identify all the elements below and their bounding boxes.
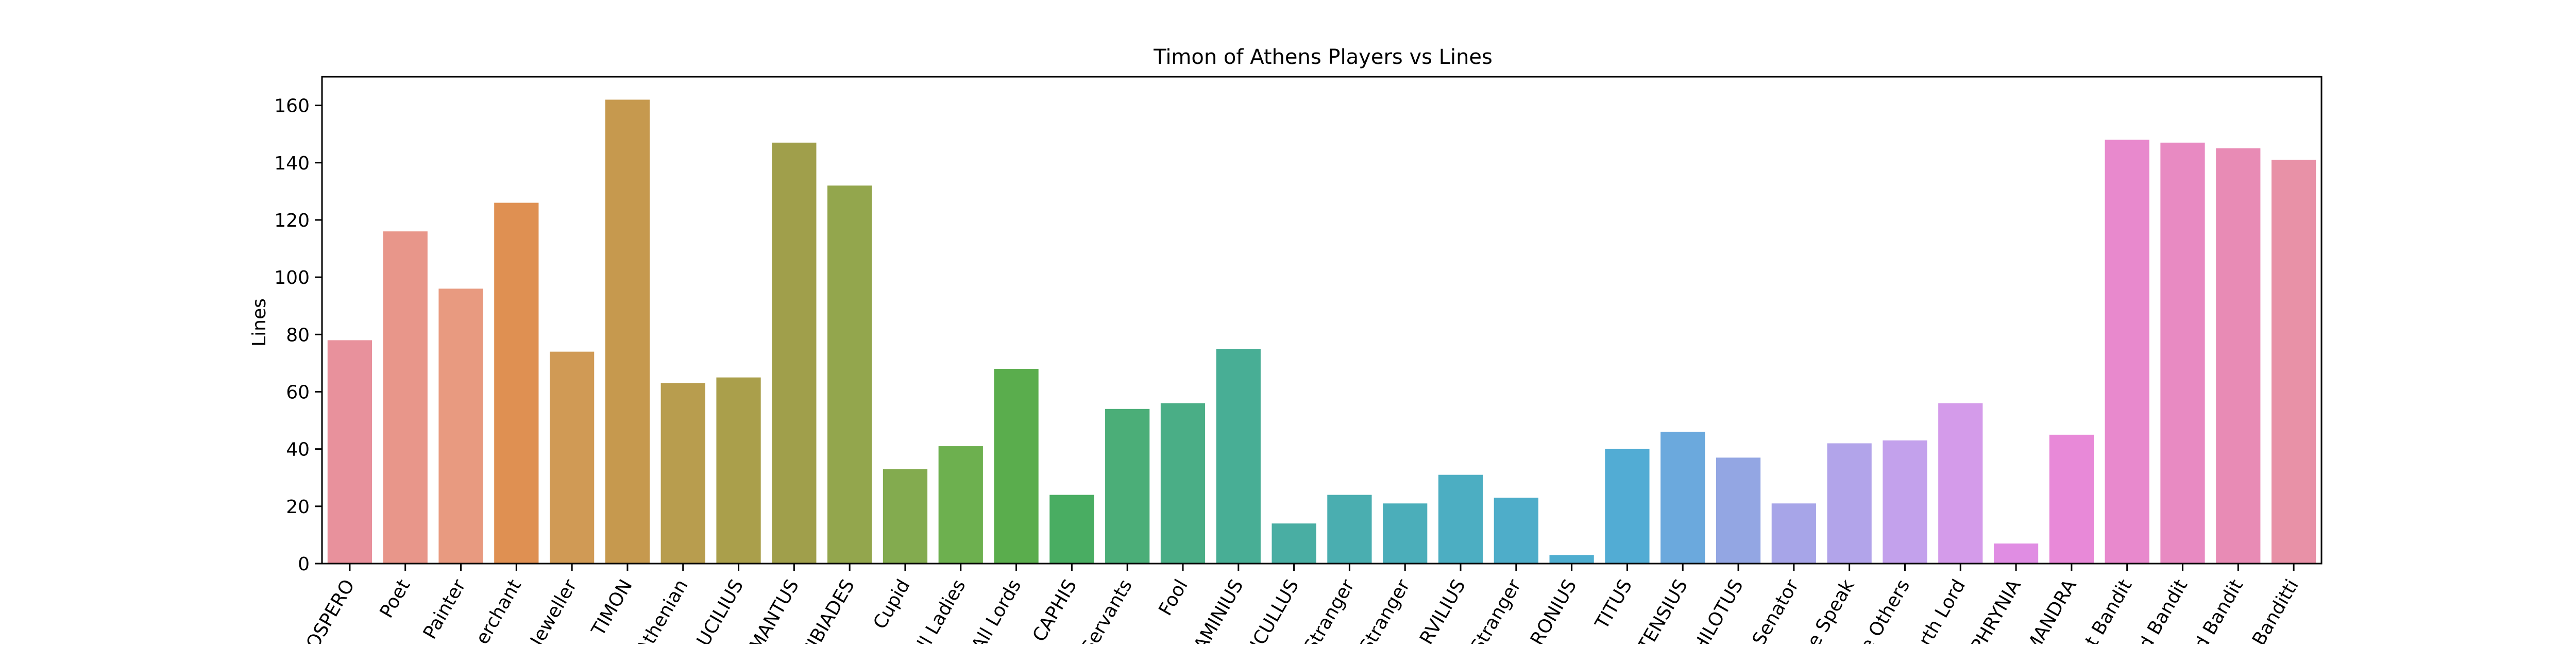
x-tick-label: RONIUS (1527, 576, 1581, 644)
x-tick-label: Poet (376, 576, 415, 622)
bar (1049, 495, 1094, 564)
chart-title: Timon of Athens Players vs Lines (1153, 45, 1493, 69)
bar (938, 446, 983, 564)
x-tick-label: Stranger (1355, 576, 1414, 644)
y-tick-label: 20 (286, 497, 310, 518)
x-tick-label: Stranger (1467, 576, 1526, 644)
x-tick-label: TIMON (587, 576, 636, 640)
bar (1827, 443, 1872, 564)
x-tick-label: TENSIUS (1634, 576, 1692, 644)
x-tick-label: MANDRA (2022, 576, 2081, 644)
y-tick-label: 120 (274, 210, 310, 231)
x-tick-label: CAPHIS (1029, 576, 1081, 644)
x-tick-label: Senator (1749, 576, 1803, 644)
bar (605, 99, 650, 564)
x-tick-label: TITUS (1591, 576, 1636, 633)
x-tick-label: OSPERO (302, 576, 359, 644)
bar (1660, 432, 1705, 564)
x-tick-label: ll Ladies (913, 576, 970, 644)
y-tick-label: 80 (286, 325, 310, 346)
bar (2105, 140, 2149, 564)
x-tick-label: PHRYNIA (1967, 576, 2026, 644)
x-tick-label: UCILIUS (693, 576, 748, 644)
bar (1716, 457, 1761, 564)
bar (1938, 403, 1983, 564)
bar (2216, 148, 2261, 564)
x-tick-label: Jeweller (526, 576, 581, 644)
bar (1383, 503, 1428, 564)
bar (438, 288, 483, 564)
bar (772, 142, 817, 564)
bar (883, 469, 928, 564)
bar (1105, 409, 1150, 564)
bar (2160, 142, 2205, 564)
y-tick-label: 160 (274, 96, 310, 117)
bar (660, 383, 705, 564)
bar (1494, 498, 1538, 564)
x-tick-label: d Bandit (2190, 576, 2247, 644)
x-tick-label: d Bandit (2134, 576, 2192, 644)
bar (327, 340, 372, 564)
x-tick-label: MANTUS (745, 576, 803, 644)
x-tick-label: RVILIUS (1416, 576, 1470, 644)
x-tick-label: CIBIADES (797, 576, 859, 644)
x-tick-label: HILOTUS (1689, 576, 1748, 644)
y-tick-label: 60 (286, 382, 310, 403)
bar (827, 185, 872, 564)
bar (994, 369, 1039, 564)
x-tick-label: e Speak (1803, 576, 1859, 644)
bar (1883, 440, 1927, 564)
y-axis-label: Lines (249, 298, 270, 347)
y-tick-label: 100 (274, 267, 310, 288)
x-tick-label: Painter (419, 576, 470, 643)
x-axis: OSPERO Poet Painter erchant Jeweller TIMONAth… (302, 564, 2303, 646)
bar (494, 202, 539, 564)
y-tick-label: 0 (298, 554, 310, 575)
bar (1993, 543, 2039, 564)
x-tick-label: rth Lord (1915, 576, 1970, 644)
y-axis: 0 20 40 60 80 100 120 140 160 (274, 96, 322, 575)
y-tick-label: 140 (274, 153, 310, 174)
x-tick-label: Stranger (1300, 576, 1359, 644)
bar (1549, 555, 1594, 564)
bar (716, 377, 761, 564)
plot-frame (321, 76, 2323, 565)
x-tick-label: erchant (472, 576, 526, 644)
x-tick-label: Servants (1077, 576, 1137, 644)
x-tick-label: AMINIUS (1190, 576, 1248, 644)
x-tick-label: Fool (1155, 576, 1192, 619)
x-tick-label: ICULLUS (1246, 576, 1303, 644)
x-tick-label: Cupid (869, 576, 914, 633)
bar (1160, 403, 1206, 564)
bar (2049, 434, 2094, 564)
bar (1216, 349, 1261, 564)
x-tick-label: e Others (1856, 576, 1914, 644)
y-tick-label: 40 (286, 439, 310, 461)
bar-series (327, 99, 2316, 564)
bar (1771, 503, 1816, 564)
bar (1327, 495, 1372, 564)
bar (2271, 160, 2316, 564)
bar (550, 351, 595, 564)
bar (1272, 523, 1316, 564)
bar (1438, 474, 1483, 564)
x-tick-label: All Lords (968, 576, 1025, 644)
bar (1605, 449, 1650, 564)
bar (383, 231, 428, 564)
x-tick-label: t Bandit (2081, 576, 2137, 644)
x-tick-label: Banditti (2248, 576, 2303, 644)
x-tick-label: Athenian (633, 576, 692, 644)
